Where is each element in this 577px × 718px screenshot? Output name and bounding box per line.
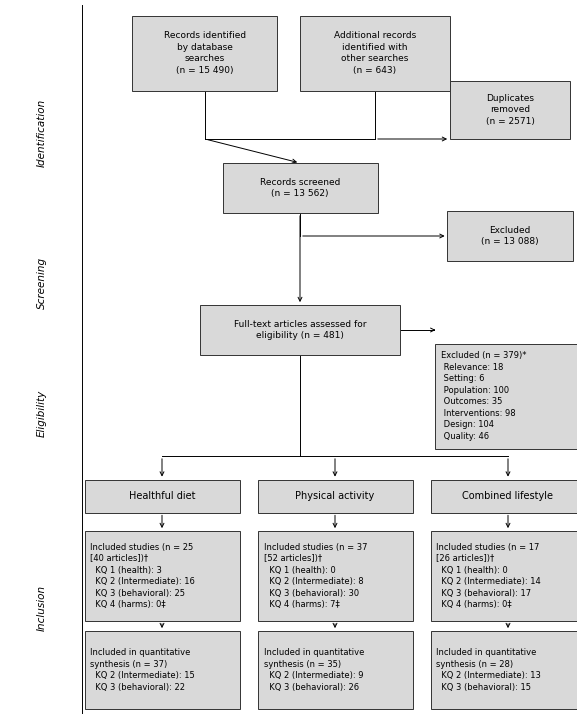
- Text: Records screened
(n = 13 562): Records screened (n = 13 562): [260, 178, 340, 198]
- Text: Identification: Identification: [37, 99, 47, 167]
- Bar: [84, 480, 239, 513]
- Bar: [430, 631, 577, 709]
- Text: Healthful diet: Healthful diet: [129, 491, 195, 501]
- Text: Excluded (n = 379)*
 Relevance: 18
 Setting: 6
 Population: 100
 Outcomes: 35
 I: Excluded (n = 379)* Relevance: 18 Settin…: [441, 351, 527, 441]
- Text: Included in quantitative
synthesis (n = 35)
  KQ 2 (Intermediate): 9
  KQ 3 (beh: Included in quantitative synthesis (n = …: [264, 648, 364, 691]
- Bar: [257, 480, 413, 513]
- Text: Included in quantitative
synthesis (n = 28)
  KQ 2 (Intermediate): 13
  KQ 3 (be: Included in quantitative synthesis (n = …: [436, 648, 541, 691]
- Text: Additional records
identified with
other searches
(n = 643): Additional records identified with other…: [334, 32, 416, 75]
- Bar: [223, 163, 377, 213]
- Text: Included studies (n = 17
[26 articles])†
  KQ 1 (health): 0
  KQ 2 (Intermediate: Included studies (n = 17 [26 articles])†…: [436, 543, 541, 609]
- Text: Inclusion: Inclusion: [37, 585, 47, 631]
- Text: Included in quantitative
synthesis (n = 37)
  KQ 2 (Intermediate): 15
  KQ 3 (be: Included in quantitative synthesis (n = …: [91, 648, 195, 691]
- Bar: [133, 16, 278, 90]
- Bar: [450, 81, 570, 139]
- Text: Included studies (n = 25
[40 articles])†
  KQ 1 (health): 3
  KQ 2 (Intermediate: Included studies (n = 25 [40 articles])†…: [91, 543, 196, 609]
- Bar: [448, 211, 572, 261]
- Bar: [84, 531, 239, 621]
- Bar: [300, 16, 450, 90]
- Bar: [436, 343, 577, 449]
- Text: Full-text articles assessed for
eligibility (n = 481): Full-text articles assessed for eligibil…: [234, 320, 366, 340]
- Text: Screening: Screening: [37, 257, 47, 309]
- Text: Physical activity: Physical activity: [295, 491, 374, 501]
- Text: Duplicates
removed
(n = 2571): Duplicates removed (n = 2571): [486, 94, 534, 126]
- Text: Combined lifestyle: Combined lifestyle: [463, 491, 553, 501]
- Bar: [257, 531, 413, 621]
- Text: Excluded
(n = 13 088): Excluded (n = 13 088): [481, 225, 539, 246]
- Text: Included studies (n = 37
[52 articles])†
  KQ 1 (health): 0
  KQ 2 (Intermediate: Included studies (n = 37 [52 articles])†…: [264, 543, 367, 609]
- Bar: [200, 305, 400, 355]
- Bar: [84, 631, 239, 709]
- Bar: [430, 480, 577, 513]
- Bar: [430, 531, 577, 621]
- Text: Eligibility: Eligibility: [37, 389, 47, 437]
- Bar: [257, 631, 413, 709]
- Text: Records identified
by database
searches
(n = 15 490): Records identified by database searches …: [164, 32, 246, 75]
